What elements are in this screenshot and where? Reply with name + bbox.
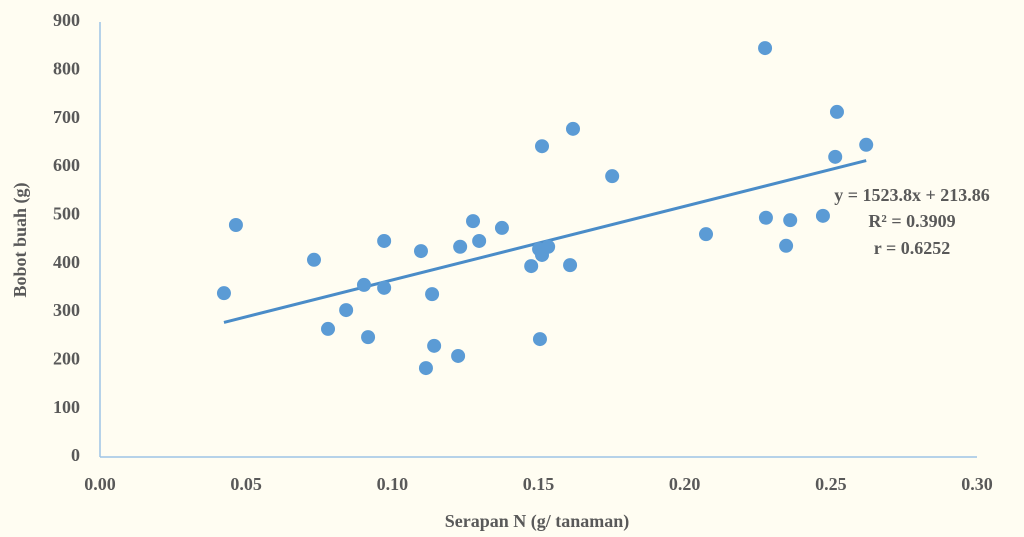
y-axis-title: Bobot buah (g) <box>10 182 31 297</box>
y-tick-label: 300 <box>53 300 80 320</box>
x-tick-label: 0.15 <box>523 474 555 494</box>
point <box>605 169 620 184</box>
y-tick-label: 0 <box>71 445 80 465</box>
point <box>472 233 487 248</box>
point <box>228 218 243 232</box>
point <box>451 348 466 363</box>
point <box>321 321 336 336</box>
point <box>829 104 844 119</box>
point <box>828 149 843 164</box>
point <box>532 332 547 347</box>
point <box>356 277 371 292</box>
point <box>413 244 428 259</box>
point <box>453 239 468 254</box>
trendline-r2: R² = 0.3909 <box>868 211 955 231</box>
y-tick-label: 400 <box>53 252 80 272</box>
point <box>361 330 376 345</box>
point <box>758 210 773 225</box>
point <box>699 227 714 242</box>
y-tick-label: 100 <box>53 397 80 417</box>
point <box>524 259 539 274</box>
point <box>758 41 773 56</box>
point <box>339 303 354 318</box>
point <box>541 239 556 254</box>
point <box>859 137 874 152</box>
point <box>466 214 481 229</box>
trendline-r: r = 0.6252 <box>874 238 950 258</box>
point <box>425 287 440 302</box>
point <box>563 258 578 273</box>
point <box>306 252 321 267</box>
x-tick-label: 0.20 <box>669 474 701 494</box>
point <box>565 121 580 136</box>
x-axis-title: Serapan N (g/ tanaman) <box>445 511 630 532</box>
point <box>427 338 442 353</box>
point <box>779 238 794 253</box>
y-tick-label: 600 <box>53 155 80 175</box>
point <box>783 213 798 228</box>
y-tick-label: 800 <box>53 58 80 78</box>
y-tick-label: 900 <box>53 10 80 30</box>
point <box>815 208 830 223</box>
x-tick-label: 0.05 <box>230 474 262 494</box>
y-tick-label: 700 <box>53 107 80 127</box>
point <box>418 361 433 376</box>
x-tick-label: 0.10 <box>377 474 409 494</box>
x-tick-label: 0.25 <box>815 474 847 494</box>
x-tick-label: 0.00 <box>84 474 116 494</box>
y-tick-label: 200 <box>53 348 80 368</box>
point <box>377 233 392 248</box>
point <box>216 286 231 301</box>
point <box>535 139 550 154</box>
point <box>494 220 509 235</box>
x-tick-label: 0.30 <box>961 474 993 494</box>
y-tick-label: 500 <box>53 203 80 223</box>
trendline-equation: y = 1523.8x + 213.86 <box>834 185 990 205</box>
point <box>377 280 392 295</box>
